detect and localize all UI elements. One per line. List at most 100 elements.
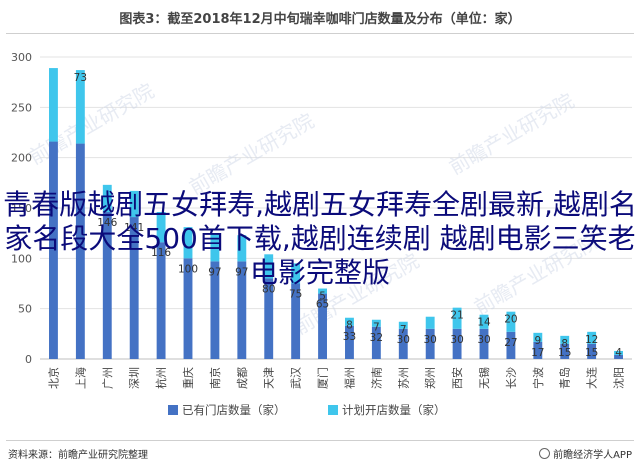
bar-planned-stores (237, 235, 247, 262)
x-tick-label: 成都 (236, 367, 249, 389)
bar-planned-stores (49, 68, 58, 142)
watermark-text: 前瞻产业研究院 (25, 79, 158, 170)
x-tick-label: 济南 (369, 367, 383, 389)
x-tick-label: 重庆 (181, 367, 195, 389)
bar-existing-stores (371, 326, 381, 359)
data-label-existing: 100 (178, 263, 198, 275)
data-label-existing: 97 (235, 266, 248, 278)
bar-planned-stores (129, 190, 139, 218)
bar-existing-stores (129, 217, 139, 359)
bar-existing-stores (533, 341, 543, 359)
x-tick-label: 沈阳 (612, 367, 626, 389)
bar-existing-stores (614, 354, 623, 359)
data-label-planned: 9 (534, 335, 541, 347)
bar-existing-stores (345, 325, 354, 359)
bar-existing-stores (425, 328, 435, 359)
x-tick-label: 长沙 (505, 367, 518, 389)
data-label-existing: 33 (343, 331, 356, 343)
bar-existing-stores (587, 343, 597, 359)
bar-planned-stores (210, 233, 220, 262)
bar-planned-stores (156, 212, 166, 243)
data-label-existing: 30 (397, 334, 410, 346)
x-tick-label: 厦门 (316, 367, 330, 389)
data-label-existing: 15 (585, 347, 598, 359)
y-tick-label: 200 (11, 152, 32, 165)
x-tick-label: 青岛 (558, 367, 572, 389)
x-tick-label: 深圳 (128, 367, 141, 389)
footer-divider (6, 440, 634, 441)
bar-planned-stores (533, 332, 543, 342)
bar-existing-stores (264, 278, 274, 359)
data-label-existing: 27 (504, 337, 517, 349)
x-tick-label: 南京 (208, 367, 222, 389)
watermark-text: 前瞻产业研究院 (470, 229, 603, 320)
bar-planned-stores (264, 254, 274, 279)
data-label-planned: 8 (346, 320, 353, 332)
data-label-planned: 21 (450, 310, 463, 322)
bar-existing-stores (318, 293, 327, 359)
y-tick-label: 300 (11, 51, 32, 64)
x-tick-label: 苏州 (397, 367, 410, 389)
bar-planned-stores (452, 307, 462, 329)
bar-existing-stores (75, 143, 85, 359)
data-label-planned: 12 (585, 334, 598, 346)
data-label-existing: 141 (124, 222, 144, 234)
data-label-planned: 20 (504, 314, 517, 326)
x-tick-label: 无锡 (477, 367, 491, 389)
legend-swatch-existing (168, 405, 178, 415)
title-divider (6, 33, 634, 34)
source-note: 资料来源：前瞻产业研究院整理 (8, 450, 148, 461)
bar-planned-stores (398, 321, 408, 329)
watermark-text: 前瞻产业研究院 (185, 109, 318, 200)
data-label-existing: 75 (289, 289, 302, 301)
bar-planned-stores (345, 317, 354, 326)
data-label-existing: 15 (558, 347, 571, 359)
data-label-planned: 14 (477, 317, 491, 329)
bar-planned-stores (560, 335, 570, 344)
data-label-existing: 97 (208, 266, 221, 278)
brand-text: 前瞻经济学人APP (553, 450, 632, 461)
x-tick-label: 杭州 (154, 367, 168, 389)
bar-planned-stores (506, 311, 516, 332)
data-label-existing: 65 (316, 299, 329, 311)
x-tick-label: 郑州 (423, 367, 437, 389)
y-tick-label: 250 (11, 101, 32, 114)
data-label-existing: 30 (477, 334, 490, 346)
bar-planned-stores (614, 350, 623, 355)
bar-existing-stores (560, 343, 570, 359)
x-tick-label: 北京 (46, 367, 60, 389)
data-label-existing: 146 (97, 217, 117, 229)
y-tick-label: 50 (18, 303, 32, 316)
legend-label-planned: 计划开店数量（家） (342, 403, 446, 417)
data-label-planned: 7 (373, 322, 380, 334)
x-tick-label: 上海 (73, 367, 87, 389)
x-tick-label: 广州 (101, 367, 114, 389)
bar-planned-stores (425, 316, 435, 329)
data-label-existing: 116 (151, 247, 171, 259)
x-tick-label: 天津 (263, 367, 276, 389)
data-label-existing: 4 (615, 347, 622, 359)
brand-label: 前瞻经济学人APP (539, 446, 632, 461)
data-label-planned: 5 (319, 291, 326, 303)
data-label-existing: 17 (531, 347, 544, 359)
bar-planned-stores (183, 227, 193, 259)
data-label-existing: 32 (370, 332, 383, 344)
bar-existing-stores (156, 242, 166, 359)
x-tick-label: 大连 (585, 367, 599, 389)
data-label-existing: 30 (450, 334, 463, 346)
bar-existing-stores (102, 212, 112, 359)
bar-existing-stores (291, 283, 301, 359)
y-tick-label: 150 (11, 202, 32, 215)
data-label-existing: 80 (262, 283, 275, 295)
watermark-text: 前瞻产业研究院 (445, 89, 578, 180)
bar-planned-stores (371, 319, 381, 327)
bar-planned-stores (102, 184, 112, 213)
bar-planned-stores (318, 288, 327, 294)
y-tick-label: 0 (25, 353, 32, 366)
bar-planned-stores (587, 331, 597, 344)
bar-existing-stores (237, 261, 247, 359)
bar-existing-stores (506, 331, 516, 359)
chart-title: 图表3：截至2018年12月中旬瑞幸咖啡门店数量及分布（单位：家） (119, 12, 521, 27)
data-label-planned: 8 (561, 338, 568, 350)
x-tick-label: 宁波 (531, 367, 545, 389)
